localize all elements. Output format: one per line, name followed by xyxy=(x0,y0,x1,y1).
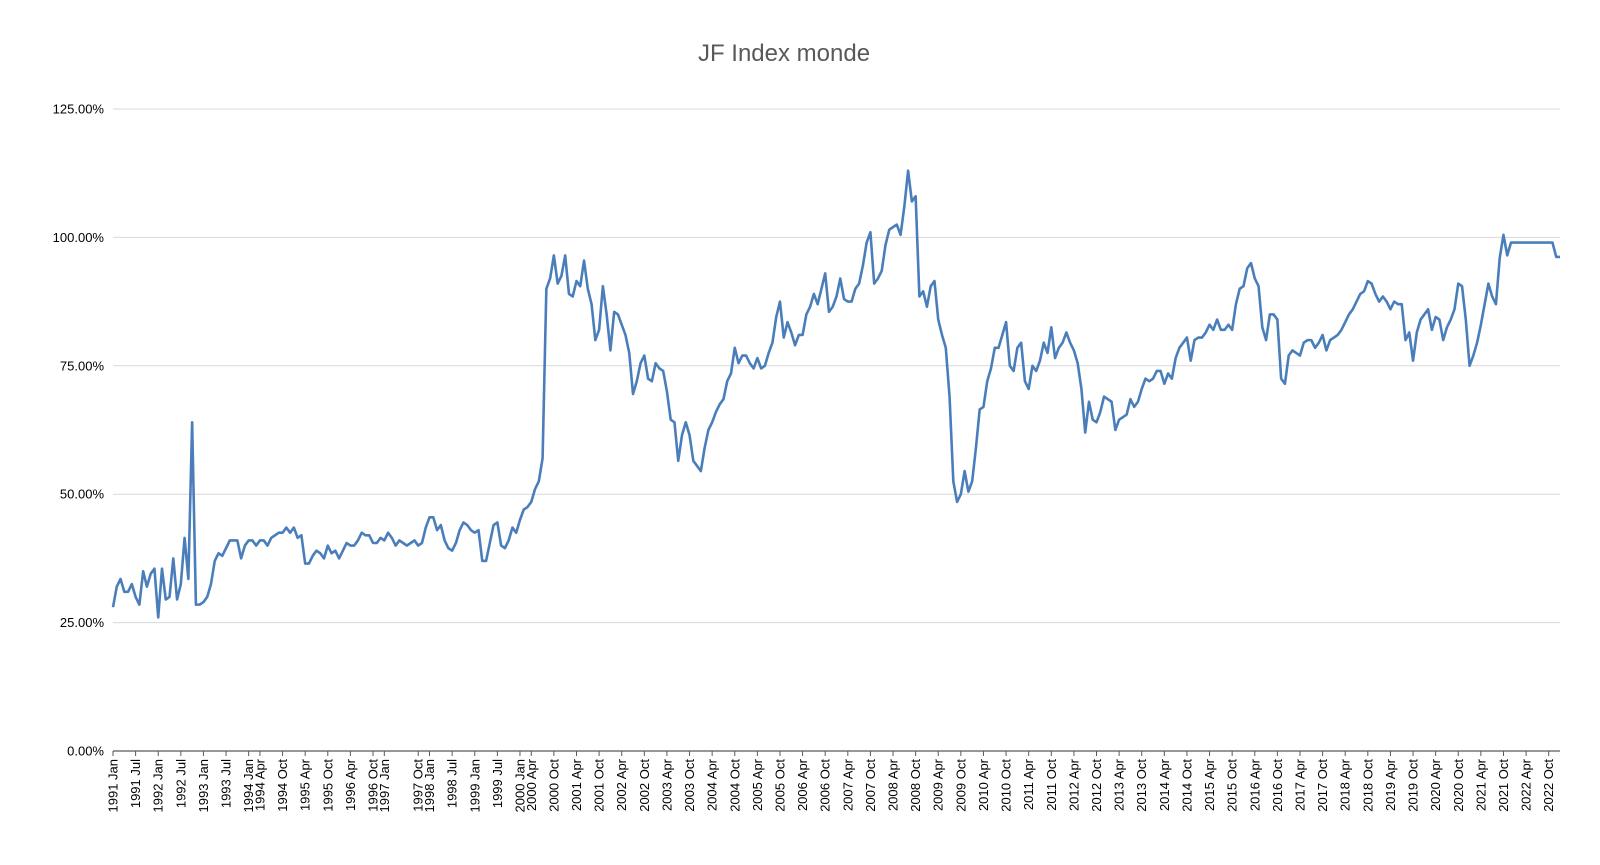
y-tick-label: 75.00% xyxy=(60,358,105,373)
x-tick-label: 2009 Oct xyxy=(953,759,968,812)
x-tick-label: 2004 Apr xyxy=(705,758,720,811)
x-tick-label: 2022 Apr xyxy=(1519,758,1534,811)
x-tick-label: 2011 Apr xyxy=(1021,758,1036,810)
x-tick-label: 2020 Apr xyxy=(1428,758,1443,811)
x-tick-label: 2015 Apr xyxy=(1202,758,1217,811)
x-tick-label: 2000 Oct xyxy=(546,759,561,812)
x-tick-label: 2014 Apr xyxy=(1157,758,1172,811)
x-tick-label: 2013 Apr xyxy=(1112,758,1127,811)
x-tick-label: 2019 Apr xyxy=(1383,758,1398,811)
x-tick-label: 2008 Oct xyxy=(908,759,923,812)
x-tick-label: 2013 Oct xyxy=(1134,759,1149,812)
x-tick-label: 1996 Apr xyxy=(343,758,358,811)
x-tick-label: 2007 Apr xyxy=(840,758,855,811)
x-tick-label: 2019 Oct xyxy=(1406,759,1421,812)
x-tick-label: 2009 Apr xyxy=(931,758,946,811)
x-tick-label: 2006 Apr xyxy=(795,758,810,811)
y-axis-ticks: 0.00% 25.00% 50.00% 75.00% 100.00% 125.00% xyxy=(53,102,105,759)
gridlines xyxy=(113,108,1560,624)
x-tick-label: 2000 Apr xyxy=(524,758,539,811)
x-tick-label: 2018 Oct xyxy=(1360,759,1375,812)
x-tick-label: 2008 Apr xyxy=(886,758,901,811)
x-tick-label: 2017 Oct xyxy=(1315,759,1330,812)
x-tick-label: 2002 Apr xyxy=(614,758,629,811)
x-tick-label: 1993 Jul xyxy=(219,759,234,808)
x-tick-label: 1995 Apr xyxy=(298,758,313,811)
x-tick-label: 2021 Apr xyxy=(1473,758,1488,811)
x-tick-label: 1997 Oct xyxy=(411,759,426,812)
x-tick-label: 2012 Oct xyxy=(1089,759,1104,812)
x-tick-label: 1996 Oct xyxy=(366,759,381,812)
series-layer xyxy=(111,169,1560,619)
x-tick-label: 2022 Oct xyxy=(1541,759,1556,812)
series-line xyxy=(111,169,1560,619)
x-tick-label: 1993 Jan xyxy=(196,759,211,813)
x-tick-label: 2011 Oct xyxy=(1044,759,1059,811)
x-tick-label: 1994 Apr xyxy=(252,758,267,811)
x-tick-label: 1999 Jul xyxy=(490,759,505,808)
x-tick-label: 1999 Jan xyxy=(467,759,482,813)
x-tick-label: 2001 Apr xyxy=(569,758,584,811)
x-tick-label: 2016 Apr xyxy=(1247,758,1262,811)
x-tick-label: 1995 Oct xyxy=(320,759,335,812)
x-tick-label: 2010 Oct xyxy=(999,759,1014,812)
x-tick-label: 2012 Apr xyxy=(1066,758,1081,811)
x-tick-label: 2010 Apr xyxy=(976,758,991,811)
x-tick-label: 1998 Jan xyxy=(422,759,437,813)
x-tick-label: 1991 Jul xyxy=(128,759,143,808)
x-tick-label: 2020 Oct xyxy=(1451,759,1466,812)
x-tick-label: 2006 Oct xyxy=(818,759,833,812)
y-tick-label: 25.00% xyxy=(60,615,105,630)
x-tick-label: 1992 Jul xyxy=(173,759,188,808)
x-tick-label: 2018 Apr xyxy=(1338,758,1353,811)
x-tick-label: 2016 Oct xyxy=(1270,759,1285,812)
x-tick-label: 2017 Apr xyxy=(1292,758,1307,811)
x-tick-label: 2007 Oct xyxy=(863,759,878,812)
x-tick-label: 2000 Jan xyxy=(512,759,527,813)
x-tick-label: 2001 Oct xyxy=(592,759,607,812)
x-tick-label: 1997 Jan xyxy=(377,759,392,813)
x-tick-label: 2005 Oct xyxy=(772,759,787,812)
x-tick-label: 1991 Jan xyxy=(106,759,121,813)
x-tick-label: 2004 Oct xyxy=(727,759,742,812)
x-tick-label: 2021 Oct xyxy=(1496,759,1511,812)
y-tick-label: 125.00% xyxy=(53,102,105,117)
chart-title: JF Index monde xyxy=(697,40,871,67)
x-tick-label: 2002 Oct xyxy=(637,759,652,812)
x-tick-label: 2015 Oct xyxy=(1225,759,1240,812)
y-tick-label: 0.00% xyxy=(67,744,104,759)
x-tick-label: 1992 Jan xyxy=(151,759,166,813)
y-tick-label: 50.00% xyxy=(60,487,105,502)
y-tick-label: 100.00% xyxy=(53,230,105,245)
x-tick-label: 2003 Oct xyxy=(682,759,697,812)
x-tick-label: 1994 Oct xyxy=(275,759,290,812)
x-tick-label: 2005 Apr xyxy=(750,758,765,811)
x-tick-label: 2014 Oct xyxy=(1179,759,1194,812)
x-tick-label: 1994 Jan xyxy=(241,759,256,813)
x-tick-label: 2003 Apr xyxy=(659,758,674,811)
x-tick-label: 1998 Jul xyxy=(445,759,460,808)
x-axis-ticks: 1991 Jan 1991 Jul 1992 Jan 1992 Jul 1993 Jan… xyxy=(106,751,1556,813)
